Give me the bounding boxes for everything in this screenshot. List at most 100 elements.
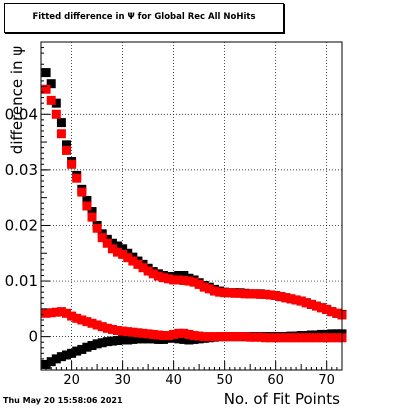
data-point-series-4: [118, 326, 128, 336]
data-point-series-3: [189, 277, 199, 287]
data-point-series-1: [107, 238, 117, 248]
data-point-series-3: [332, 308, 342, 318]
data-point-series-4: [148, 329, 158, 339]
data-point-series-4: [230, 332, 240, 342]
data-point-series-3: [102, 238, 112, 248]
data-point-series-3: [56, 129, 66, 139]
data-point-series-3: [184, 276, 194, 286]
data-point-series-3: [41, 84, 51, 94]
data-point-series-1: [82, 195, 92, 205]
data-point-series-4: [174, 328, 184, 338]
data-point-series-4: [245, 332, 255, 342]
data-point-series-3: [291, 295, 301, 305]
timestamp: Thu May 20 15:58:06 2021: [3, 396, 123, 405]
data-point-series-4: [102, 323, 112, 333]
data-point-series-3: [245, 289, 255, 299]
data-point-series-2: [143, 334, 153, 344]
data-point-series-3: [327, 307, 337, 317]
data-point-series-4: [306, 333, 316, 343]
data-point-series-2: [102, 337, 112, 347]
data-point-series-1: [179, 270, 189, 280]
data-point-series-3: [209, 286, 219, 296]
data-point-series-4: [169, 329, 179, 339]
data-point-series-4: [77, 315, 87, 325]
data-point-series-4: [133, 328, 143, 338]
data-point-series-3: [194, 279, 204, 289]
data-point-series-4: [82, 317, 92, 327]
data-point-series-3: [179, 275, 189, 285]
data-point-series-3: [138, 263, 148, 273]
y-axis-label: difference in ψ: [8, 45, 26, 155]
data-point-series-4: [317, 333, 327, 343]
data-point-series-3: [148, 269, 158, 279]
data-point-series-3: [230, 288, 240, 298]
data-point-series-4: [209, 332, 219, 342]
data-point-series-2: [107, 336, 117, 346]
data-point-series-3: [46, 95, 56, 105]
data-point-series-3: [118, 249, 128, 259]
data-point-series-3: [225, 288, 235, 298]
y-tick-label: 0.03: [5, 161, 38, 179]
data-point-series-4: [158, 331, 168, 341]
axes: 20 30 40 50 60 70 0 0.01 0.02 0.03 0.04: [5, 47, 343, 388]
data-point-series-2: [138, 334, 148, 344]
data-point-series-4: [41, 308, 51, 318]
y-tick-label: 0: [28, 328, 38, 346]
data-point-series-1: [51, 98, 61, 108]
data-point-series-2: [56, 352, 66, 362]
data-point-series-4: [327, 333, 337, 343]
data-point-series-4: [67, 311, 77, 321]
data-point-series-2: [184, 335, 194, 345]
data-point-series-4: [286, 333, 296, 343]
data-point-series-3: [82, 201, 92, 211]
data-point-series-4: [276, 333, 286, 343]
data-point-series-3: [240, 289, 250, 299]
data-point-series-4: [271, 333, 281, 343]
data-point-series-4: [128, 327, 138, 337]
data-point-series-3: [276, 292, 286, 302]
data-point-series-2: [179, 334, 189, 344]
data-point-series-3: [199, 282, 209, 292]
data-point-series-3: [123, 253, 133, 263]
data-point-series-3: [67, 159, 77, 169]
data-point-series-2: [113, 336, 123, 346]
data-point-series-3: [62, 145, 72, 155]
data-point-series-1: [113, 241, 123, 251]
data-point-series-4: [138, 328, 148, 338]
data-point-series-3: [260, 289, 270, 299]
data-point-series-4: [296, 333, 306, 343]
data-point-series-4: [250, 332, 260, 342]
data-point-series-3: [311, 301, 321, 311]
x-tick-label: 50: [216, 373, 233, 388]
data-point-series-3: [143, 266, 153, 276]
data-point-series-1: [87, 207, 97, 217]
data-point-series-3: [215, 287, 225, 297]
data-point-series-4: [56, 307, 66, 317]
data-point-series-1: [56, 118, 66, 128]
data-point-series-3: [72, 173, 82, 183]
data-point-series-2: [118, 335, 128, 345]
data-point-series-3: [77, 187, 87, 197]
data-point-series-3: [128, 256, 138, 266]
data-point-series-4: [51, 307, 61, 317]
data-point-series-4: [255, 332, 265, 342]
data-points: [41, 68, 347, 369]
x-axis-label: No. of Fit Points: [223, 390, 340, 408]
data-point-series-4: [194, 331, 204, 341]
data-point-series-4: [260, 333, 270, 343]
x-tick-label: 60: [267, 373, 284, 388]
data-point-series-4: [97, 322, 107, 332]
data-point-series-3: [107, 244, 117, 254]
data-point-series-4: [204, 332, 214, 342]
data-point-series-2: [62, 350, 72, 360]
data-point-series-2: [174, 334, 184, 344]
data-point-series-4: [301, 333, 311, 343]
data-point-series-1: [41, 68, 51, 78]
data-point-series-3: [87, 212, 97, 222]
data-point-series-2: [123, 335, 133, 345]
data-point-series-4: [113, 326, 123, 336]
data-point-series-4: [189, 331, 199, 341]
data-point-series-3: [281, 293, 291, 303]
data-point-series-2: [87, 341, 97, 351]
